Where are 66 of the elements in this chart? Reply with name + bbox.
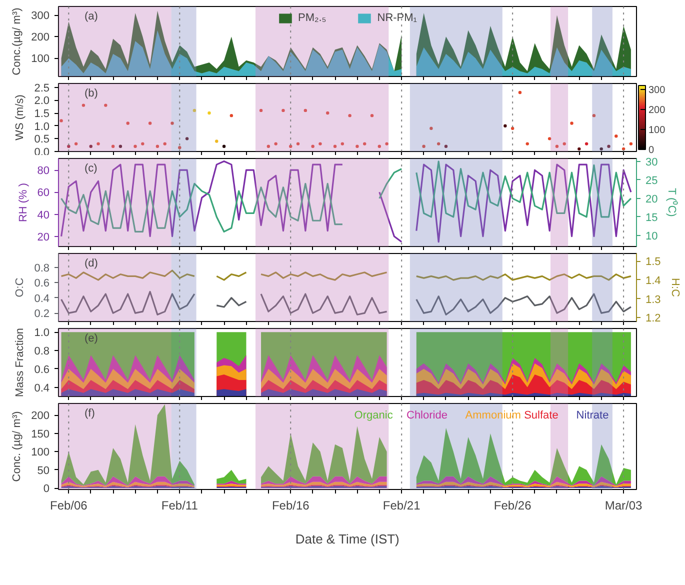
y2-axis-title: H:C — [668, 278, 681, 298]
y-axis-title: Mass Fraction — [14, 328, 26, 398]
y-axis-title: O:C — [14, 278, 26, 298]
y-tick-label: 1.0 — [34, 327, 50, 340]
y-tick-label: 150 — [31, 428, 50, 440]
y2-tick-label: 1.5 — [646, 256, 661, 268]
y2-tick-label: 20 — [646, 193, 658, 206]
y-tick-label: 0.4 — [34, 382, 50, 394]
annotation: (f) — [84, 408, 95, 420]
x-tick-label: Feb/21 — [382, 498, 421, 512]
text: Sulfate — [524, 410, 558, 422]
y-tick-label: 1.0 — [34, 120, 50, 133]
y-tick-label: 40 — [37, 209, 50, 222]
x-tick-label: Mar/03 — [604, 498, 643, 512]
y-axis-title: RH (% ) — [17, 182, 30, 222]
y-axis-title: WS (m/s) — [14, 94, 26, 140]
x-tick-label: Feb/11 — [161, 498, 198, 512]
y-tick-label: 0.5 — [34, 134, 50, 146]
legend-label: PM₂.₅ — [298, 12, 326, 24]
y-tick-label: 2.0 — [34, 95, 50, 108]
annotation: (d) — [84, 258, 98, 270]
y-tick-label: 100 — [31, 446, 50, 459]
y-tick-label: 200 — [31, 410, 50, 422]
color-bar-label: 0 — [648, 145, 654, 156]
y-tick-label: 300 — [31, 10, 50, 22]
y-tick-label: 60 — [37, 187, 50, 200]
annotation: (e) — [84, 332, 98, 344]
y2-tick-label: 10 — [646, 230, 658, 242]
y-tick-label: 0 — [43, 483, 50, 496]
series-label: Organic — [354, 410, 394, 422]
text: Nitrate — [576, 410, 609, 422]
y2-tick-label: 25 — [646, 174, 658, 187]
y2-tick-label: 30 — [646, 156, 658, 168]
text: Ammonium — [465, 410, 521, 422]
y-tick-label: 20 — [37, 231, 50, 244]
y-tick-label: 0.6 — [34, 278, 50, 290]
y-tick-label: 0.4 — [34, 292, 50, 305]
y-tick-label: 100 — [31, 53, 50, 66]
color-bar-label: 300 — [648, 85, 666, 96]
y2-tick-label: 1.3 — [646, 294, 661, 306]
y-tick-label: 2.5 — [34, 82, 50, 94]
annotation: (c) — [84, 162, 98, 174]
legend-label: NR-PM₁ — [377, 12, 418, 24]
y2-tick-label: 15 — [646, 212, 658, 224]
y-tick-label: 1.5 — [34, 108, 50, 120]
y2-axis-title: T (⁰C) — [666, 188, 679, 217]
annotation: (a) — [84, 10, 98, 22]
y-tick-label: 0.8 — [34, 262, 50, 274]
color-bar-label: 100 — [648, 125, 666, 136]
annotation: (b) — [84, 88, 98, 100]
y-tick-label: 80 — [37, 165, 50, 178]
y2-tick-label: 1.4 — [646, 274, 661, 287]
y-tick-label: 0.8 — [34, 346, 50, 358]
text: Chloride — [406, 410, 448, 422]
x-axis-title: Date & Time (IST) — [295, 532, 400, 546]
x-tick-label: Feb/06 — [50, 498, 88, 512]
y2-tick-label: 1.2 — [646, 312, 661, 325]
y-axis-title: Conc.(µg/ m³) — [11, 8, 24, 76]
x-tick-label: Feb/26 — [494, 498, 532, 512]
y-tick-label: 200 — [31, 32, 50, 44]
y-tick-label: 50 — [37, 464, 50, 477]
y-tick-label: 0.2 — [34, 308, 50, 320]
y-axis-title: Conc. (µg/ m³) — [11, 411, 24, 482]
y-tick-label: 0.6 — [34, 364, 50, 376]
color-bar-label: 200 — [648, 105, 666, 116]
x-tick-label: Feb/16 — [272, 498, 310, 512]
